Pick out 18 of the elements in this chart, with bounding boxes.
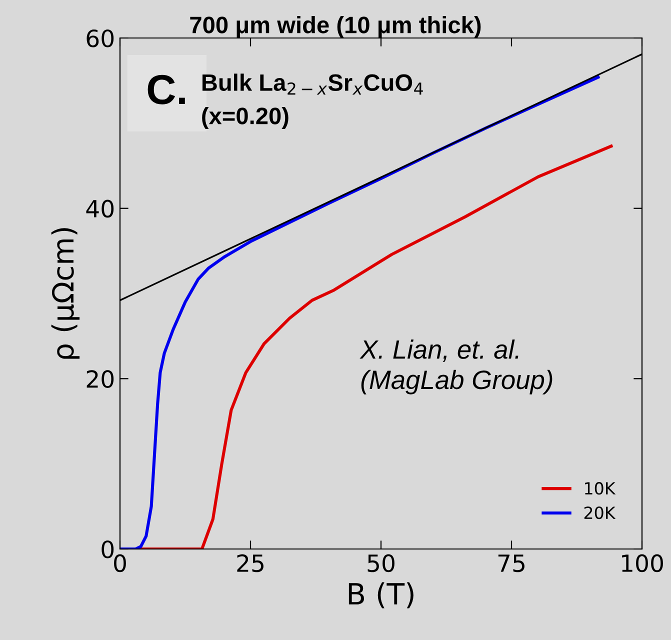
x-axis-title: B (T)	[348, 582, 414, 608]
legend-label: 20K	[584, 506, 616, 520]
legend-label: 10K	[585, 482, 616, 495]
x-tick-label: 100	[622, 554, 663, 572]
x-tick-label: 25	[237, 554, 264, 572]
annotation: X. Lian, et. al. (MagLab Group)	[360, 339, 552, 394]
y-tick-label: 40	[86, 200, 114, 218]
y-axis-title: ρ (μΩcm)	[51, 228, 80, 359]
annotation: C.	[148, 74, 185, 104]
y-tick-label: 20	[86, 370, 114, 388]
y-tick-label: 60	[86, 29, 114, 48]
x-tick-label: 75	[498, 554, 524, 572]
annotation: Bulk La$_{2−x}$Sr$_{x}$CuO$_{4}$	[202, 74, 423, 95]
annotation: (x=0.20)	[202, 106, 288, 129]
y-tick-label: 0	[102, 540, 114, 558]
chart-title: 700 μm wide (10 μm thick)	[190, 16, 481, 38]
x-tick-label: 0	[114, 554, 126, 572]
x-tick-label: 50	[368, 554, 394, 572]
